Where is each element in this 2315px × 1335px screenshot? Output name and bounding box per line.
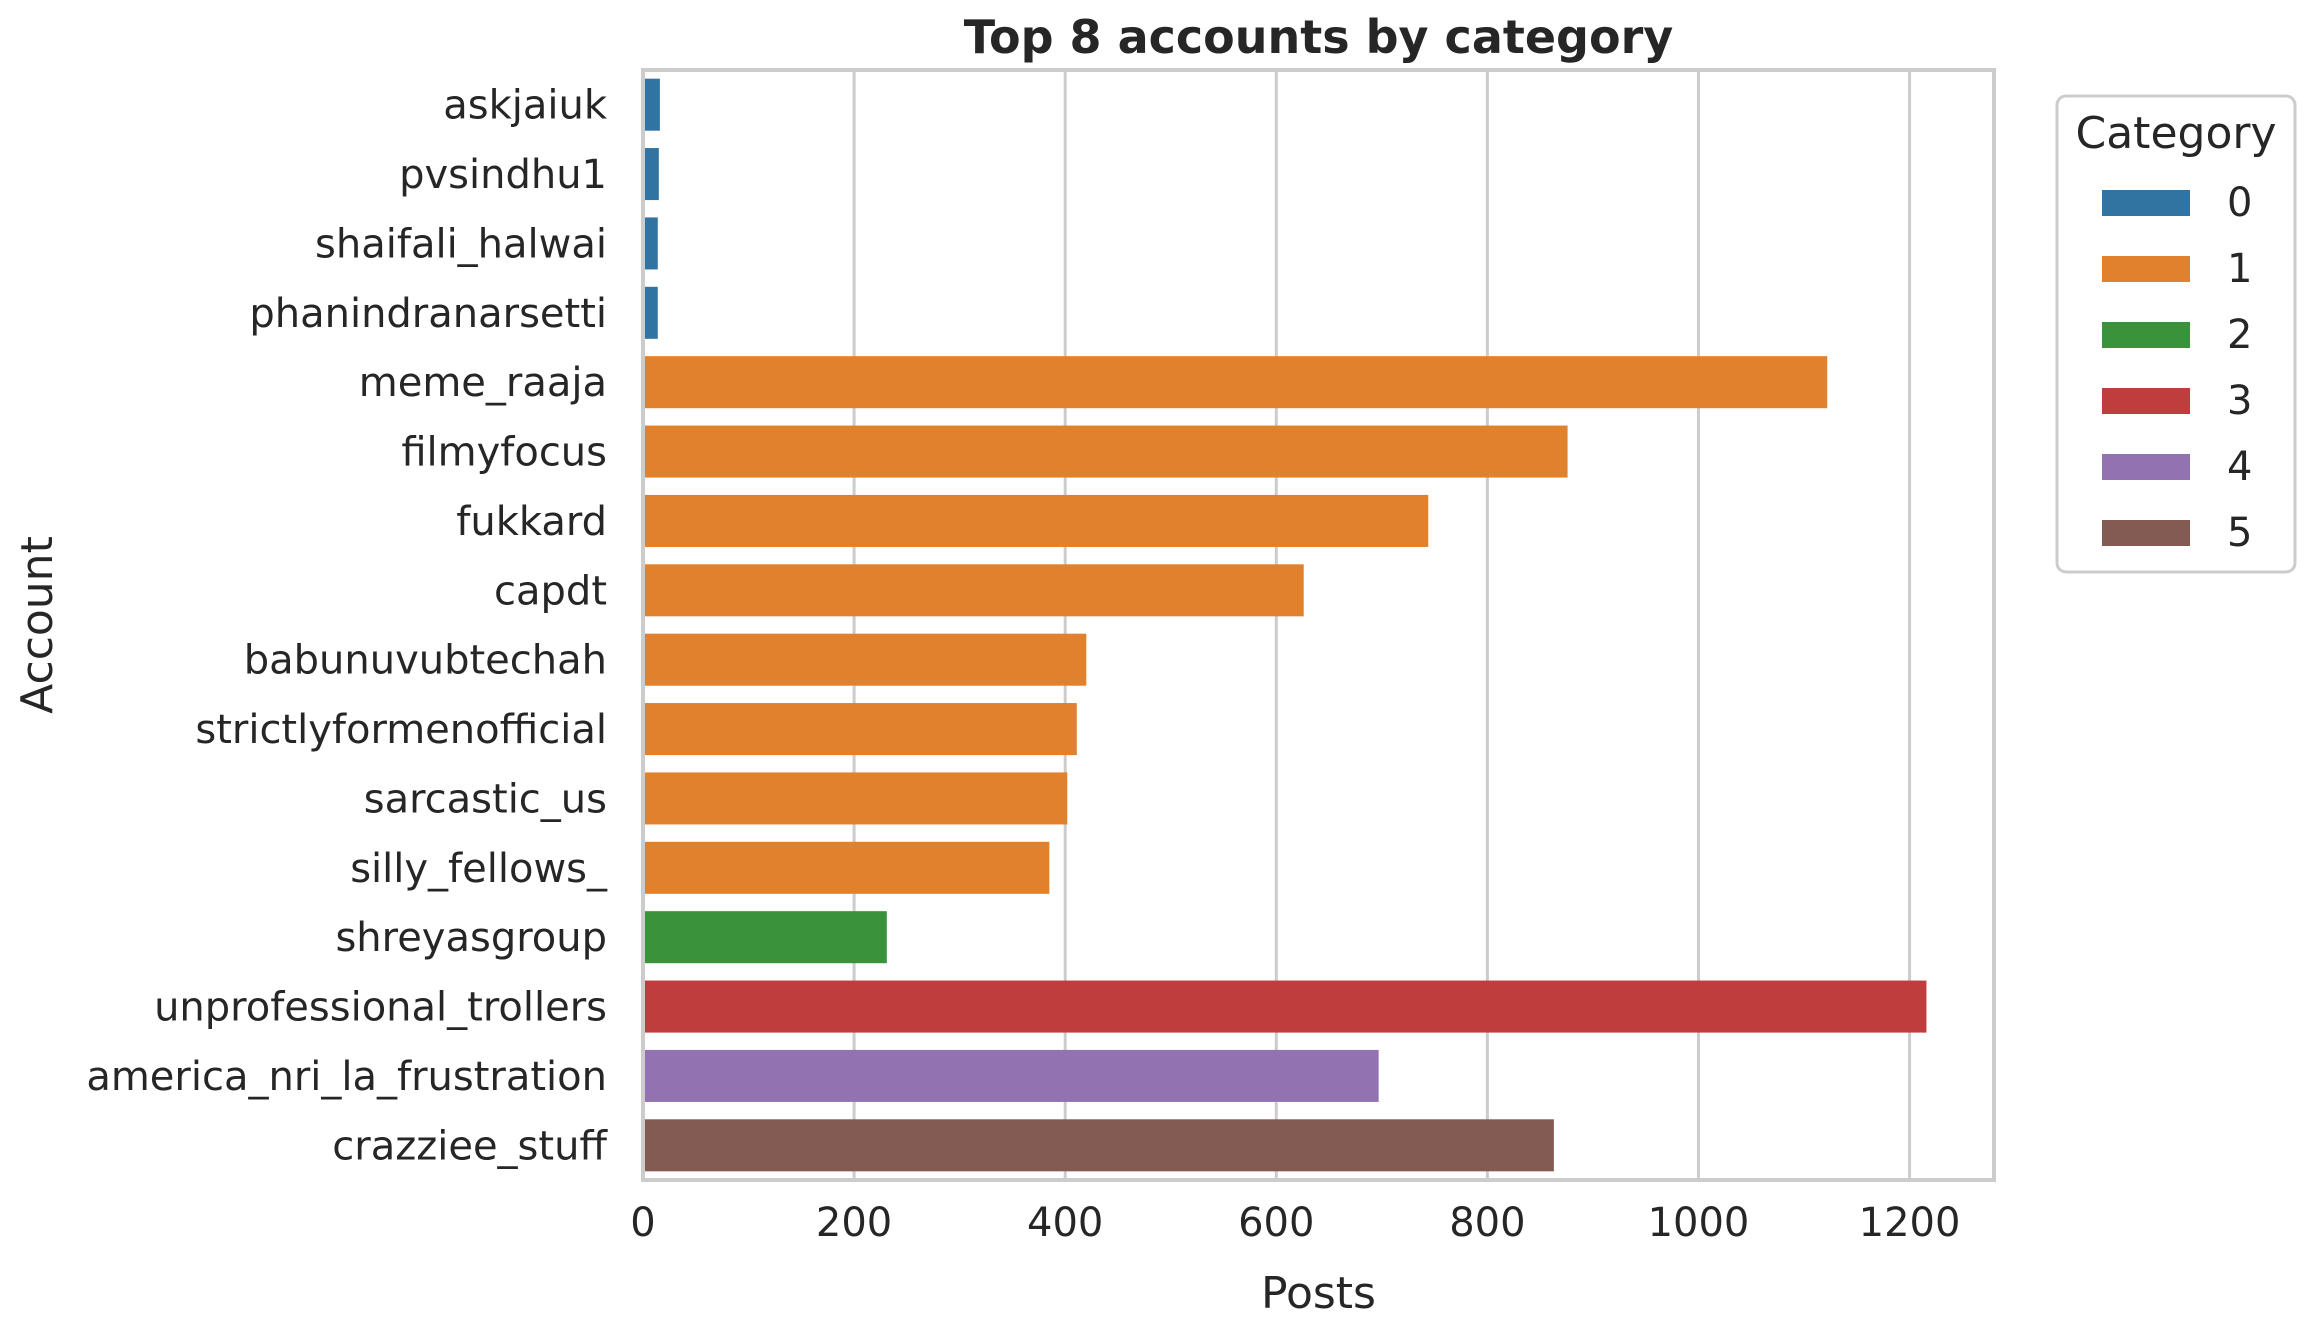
y-tick-label: phanindranarsetti xyxy=(249,291,607,337)
y-tick-label: silly_fellows_ xyxy=(350,846,608,892)
bars xyxy=(643,78,1927,1172)
legend-label: 4 xyxy=(2227,444,2252,490)
bar-phanindranarsetti xyxy=(643,286,658,339)
x-tick-label: 1000 xyxy=(1648,1200,1750,1246)
bar-filmyfocus xyxy=(643,425,1568,478)
bar-shaifali_halwai xyxy=(643,217,658,270)
x-tick-labels: 0 200 400 600 800 1000 1200 xyxy=(630,1200,1960,1246)
y-tick-label: sarcastic_us xyxy=(364,776,607,822)
y-tick-labels: askjaiuk pvsindhu1 shaifali_halwai phanindr… xyxy=(86,83,608,1170)
legend-title: Category xyxy=(2076,108,2277,159)
bar-america_nri_la_frustration xyxy=(643,1049,1379,1102)
y-tick-label: strictlyformenofficial xyxy=(195,707,607,753)
x-tick-label: 0 xyxy=(630,1200,655,1246)
y-tick-label: capdt xyxy=(494,568,607,614)
bar-silly_fellows_ xyxy=(643,841,1050,894)
gridlines xyxy=(641,70,1912,1180)
bar-crazziee_stuff xyxy=(643,1119,1554,1172)
legend-label: 2 xyxy=(2227,312,2252,358)
y-tick-label: unprofessional_trollers xyxy=(154,985,607,1031)
bar-capdt xyxy=(643,564,1304,617)
x-tick-label: 800 xyxy=(1449,1200,1525,1246)
bar-sarcastic_us xyxy=(643,772,1068,825)
x-tick-label: 400 xyxy=(1027,1200,1103,1246)
bar-shreyasgroup xyxy=(643,911,887,964)
legend-swatch xyxy=(2102,190,2190,216)
legend-swatch xyxy=(2102,388,2190,414)
legend: Category 0 1 2 3 4 5 xyxy=(2055,94,2297,574)
legend-swatch xyxy=(2102,322,2190,348)
legend-label: 3 xyxy=(2227,378,2252,424)
legend-swatch xyxy=(2102,454,2190,480)
y-tick-label: babunuvubtechah xyxy=(244,638,607,684)
legend-label: 1 xyxy=(2227,246,2252,292)
y-tick-label: askjaiuk xyxy=(443,83,608,129)
legend-swatch xyxy=(2102,520,2190,546)
y-tick-label: meme_raaja xyxy=(359,360,607,406)
chart-title: Top 8 accounts by category xyxy=(964,10,1674,64)
bar-babunuvubtechah xyxy=(643,633,1087,686)
y-tick-label: pvsindhu1 xyxy=(399,152,607,198)
y-tick-label: shreyasgroup xyxy=(335,915,607,961)
y-tick-label: crazziee_stuff xyxy=(332,1123,608,1169)
y-tick-label: shaifali_halwai xyxy=(315,221,607,267)
bar-meme_raaja xyxy=(643,356,1828,409)
bar-askjaiuk xyxy=(643,78,660,131)
legend-label: 0 xyxy=(2227,180,2252,226)
legend-swatch xyxy=(2102,256,2190,282)
bar-strictlyformenofficial xyxy=(643,703,1077,756)
x-axis-label: Posts xyxy=(1261,1268,1376,1319)
bar-pvsindhu1 xyxy=(643,148,659,201)
y-axis-label: Account xyxy=(12,536,63,714)
bar-unprofessional_trollers xyxy=(643,980,1927,1033)
plot-frame xyxy=(641,68,1996,1182)
y-tick-label: america_nri_la_frustration xyxy=(86,1054,607,1100)
legend-label: 5 xyxy=(2227,510,2252,556)
bar-fukkard xyxy=(643,494,1429,547)
y-tick-label: filmyfocus xyxy=(401,430,607,476)
x-tick-label: 600 xyxy=(1238,1200,1314,1246)
legend-entries: 0 1 2 3 4 5 xyxy=(2102,180,2252,556)
x-tick-label: 200 xyxy=(816,1200,892,1246)
y-tick-label: fukkard xyxy=(456,499,607,545)
x-tick-label: 1200 xyxy=(1859,1200,1961,1246)
